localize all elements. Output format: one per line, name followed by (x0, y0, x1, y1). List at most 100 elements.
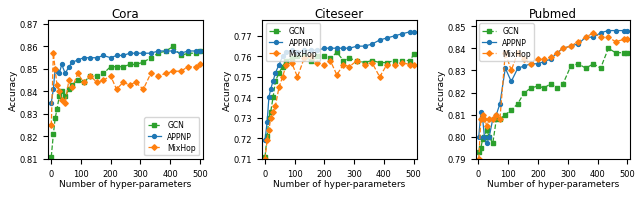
MixHop (56, 91, 63, 93)
GCN (265, 117, 273, 120)
MixHop (383, 64, 390, 67)
GCN (169, 46, 177, 49)
GCN (86, 75, 94, 78)
MixHop (196, 64, 204, 66)
MixHop (169, 71, 177, 73)
APPNP (279, 56, 287, 58)
MixHop (376, 76, 383, 79)
APPNP (271, 72, 279, 75)
APPNP (80, 57, 88, 60)
GCN (620, 52, 628, 55)
APPNP (68, 62, 76, 64)
Y-axis label: Accuracy: Accuracy (9, 69, 19, 110)
APPNP (540, 61, 548, 63)
APPNP (368, 44, 376, 46)
GCN (361, 62, 369, 64)
GCN (100, 73, 108, 75)
APPNP (326, 48, 334, 50)
APPNP (353, 46, 361, 48)
APPNP (307, 50, 314, 52)
APPNP (47, 102, 55, 104)
Line: APPNP: APPNP (263, 31, 415, 143)
APPNP (177, 53, 185, 55)
MixHop (520, 59, 528, 61)
MixHop (483, 125, 491, 127)
APPNP (340, 48, 348, 50)
MixHop (177, 71, 185, 73)
GCN (193, 53, 200, 55)
APPNP (61, 73, 69, 75)
MixHop (623, 39, 631, 41)
GCN (321, 56, 328, 58)
MixHop (74, 73, 82, 75)
MixHop (321, 64, 328, 67)
APPNP (275, 64, 283, 67)
MixHop (53, 84, 61, 86)
GCN (140, 62, 147, 64)
APPNP (475, 136, 483, 138)
MixHop (527, 63, 535, 66)
MixHop (288, 62, 296, 64)
MixHop (51, 68, 59, 71)
MixHop (275, 86, 283, 89)
MixHop (368, 62, 376, 64)
MixHop (554, 52, 561, 55)
GCN (113, 66, 120, 69)
MixHop (80, 82, 88, 84)
GCN (119, 66, 127, 69)
APPNP (485, 136, 493, 138)
MixHop (496, 118, 504, 121)
MixHop (267, 117, 275, 120)
MixHop (567, 46, 575, 48)
MixHop (582, 37, 589, 39)
APPNP (74, 59, 82, 62)
GCN (540, 88, 548, 90)
Legend: GCN, APPNP, MixHop: GCN, APPNP, MixHop (479, 24, 534, 62)
MixHop (269, 111, 277, 113)
MixHop (493, 114, 500, 116)
MixHop (605, 37, 612, 39)
APPNP (65, 66, 73, 69)
GCN (294, 56, 301, 58)
GCN (279, 66, 287, 69)
X-axis label: Number of hyper-parameters: Number of hyper-parameters (273, 179, 405, 188)
MixHop (314, 62, 321, 64)
GCN (56, 95, 63, 98)
MixHop (508, 70, 515, 72)
GCN (282, 60, 290, 62)
MixHop (68, 86, 76, 89)
GCN (340, 60, 348, 62)
APPNP (547, 59, 554, 61)
GCN (368, 60, 376, 62)
APPNP (496, 103, 504, 105)
APPNP (147, 53, 155, 55)
APPNP (623, 30, 631, 33)
APPNP (261, 140, 269, 142)
APPNP (346, 48, 353, 50)
APPNP (361, 46, 369, 48)
GCN (520, 92, 528, 94)
GCN (575, 63, 582, 66)
APPNP (169, 51, 177, 53)
MixHop (307, 56, 314, 58)
GCN (398, 60, 406, 62)
Line: GCN: GCN (49, 45, 202, 159)
APPNP (481, 136, 488, 138)
MixHop (126, 84, 134, 86)
MixHop (361, 64, 369, 67)
GCN (132, 64, 140, 66)
APPNP (398, 33, 406, 36)
MixHop (559, 48, 567, 50)
APPNP (502, 68, 509, 70)
APPNP (58, 64, 65, 66)
MixHop (481, 118, 488, 121)
APPNP (193, 51, 200, 53)
Y-axis label: Accuracy: Accuracy (223, 69, 232, 110)
APPNP (493, 114, 500, 116)
MixHop (58, 100, 65, 102)
GCN (147, 57, 155, 60)
APPNP (479, 118, 486, 121)
APPNP (554, 52, 561, 55)
APPNP (483, 142, 491, 145)
MixHop (61, 102, 69, 104)
